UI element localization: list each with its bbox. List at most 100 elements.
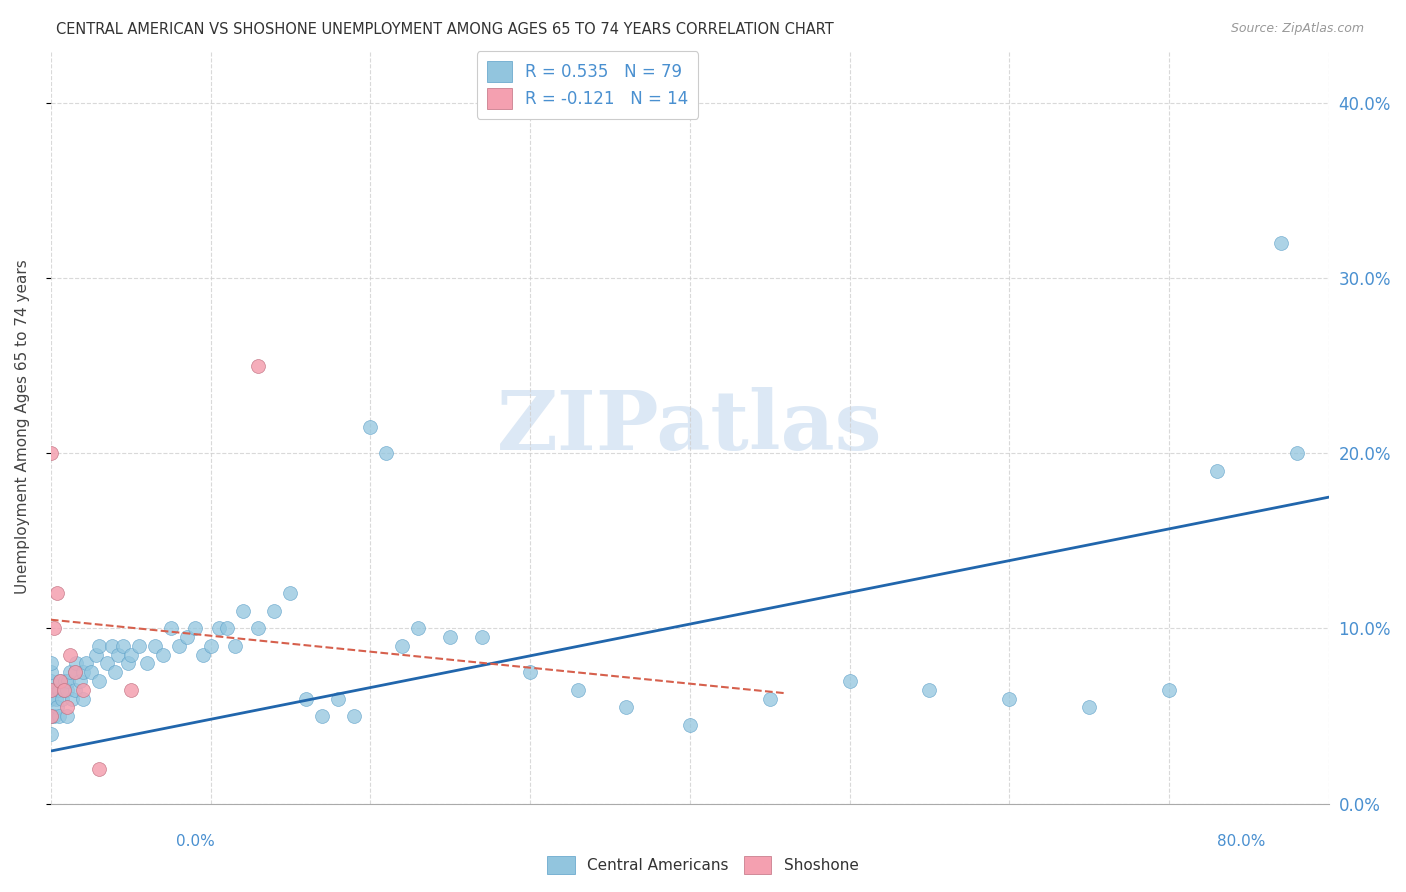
Point: [72, 691, 94, 706]
Point: [87, 639, 110, 653]
Text: ZIPatlas: ZIPatlas: [498, 387, 883, 467]
Point: [60, 691, 83, 706]
Point: [247, 359, 270, 373]
Point: [117, 657, 139, 671]
Point: [65, 657, 87, 671]
Point: [215, 622, 238, 636]
Point: [183, 622, 205, 636]
Point: [53, 673, 76, 688]
Point: [48, 709, 70, 723]
Point: [46, 700, 69, 714]
Y-axis label: Unemployment Among Ages 65 to 74 years: Unemployment Among Ages 65 to 74 years: [15, 260, 30, 594]
Point: [439, 630, 461, 644]
Point: [311, 709, 333, 723]
Point: [39, 657, 62, 671]
Point: [567, 682, 589, 697]
Point: [998, 691, 1021, 706]
Point: [167, 639, 190, 653]
Point: [207, 622, 229, 636]
Point: [96, 657, 118, 671]
Point: [159, 622, 181, 636]
Point: [39, 682, 62, 697]
Point: [1270, 236, 1292, 251]
Point: [39, 673, 62, 688]
Point: [128, 639, 150, 653]
Point: [52, 682, 75, 697]
Point: [39, 665, 62, 680]
Point: [48, 682, 70, 697]
Point: [56, 682, 79, 697]
Point: [107, 648, 129, 662]
Point: [42, 709, 65, 723]
Point: [247, 622, 270, 636]
Point: [1078, 700, 1101, 714]
Point: [104, 665, 127, 680]
Point: [100, 639, 122, 653]
Point: [176, 630, 198, 644]
Point: [39, 709, 62, 723]
Point: [59, 665, 82, 680]
Text: 0.0%: 0.0%: [176, 834, 215, 849]
Point: [39, 726, 62, 740]
Point: [200, 639, 222, 653]
Point: [87, 762, 110, 776]
Text: CENTRAL AMERICAN VS SHOSHONE UNEMPLOYMENT AMONG AGES 65 TO 74 YEARS CORRELATION : CENTRAL AMERICAN VS SHOSHONE UNEMPLOYMEN…: [56, 22, 834, 37]
Point: [135, 657, 157, 671]
Point: [1157, 682, 1180, 697]
Point: [1206, 464, 1229, 478]
Legend: R = 0.535   N = 79, R = -0.121   N = 14: R = 0.535 N = 79, R = -0.121 N = 14: [477, 52, 699, 119]
Point: [87, 673, 110, 688]
Point: [39, 709, 62, 723]
Point: [295, 691, 318, 706]
Point: [191, 648, 214, 662]
Point: [69, 673, 91, 688]
Point: [391, 639, 413, 653]
Point: [143, 639, 166, 653]
Text: Source: ZipAtlas.com: Source: ZipAtlas.com: [1230, 22, 1364, 36]
Point: [75, 657, 97, 671]
Point: [39, 446, 62, 460]
Point: [1285, 446, 1308, 460]
Point: [39, 682, 62, 697]
Point: [56, 700, 79, 714]
Point: [46, 586, 69, 600]
Point: [72, 682, 94, 697]
Point: [59, 648, 82, 662]
Point: [406, 622, 429, 636]
Point: [63, 682, 86, 697]
Point: [758, 691, 780, 706]
Point: [679, 718, 702, 732]
Point: [84, 648, 107, 662]
Point: [111, 639, 134, 653]
Point: [42, 622, 65, 636]
Legend: Central Americans, Shoshone: Central Americans, Shoshone: [541, 850, 865, 880]
Point: [63, 665, 86, 680]
Point: [918, 682, 941, 697]
Point: [224, 639, 246, 653]
Point: [52, 682, 75, 697]
Point: [49, 673, 72, 688]
Point: [39, 691, 62, 706]
Point: [838, 673, 860, 688]
Point: [120, 648, 142, 662]
Point: [56, 709, 79, 723]
Point: [263, 604, 285, 618]
Point: [63, 665, 86, 680]
Point: [80, 665, 103, 680]
Point: [375, 446, 398, 460]
Point: [152, 648, 174, 662]
Point: [49, 673, 72, 688]
Point: [519, 665, 541, 680]
Point: [328, 691, 350, 706]
Point: [280, 586, 302, 600]
Point: [231, 604, 253, 618]
Point: [343, 709, 366, 723]
Point: [72, 665, 94, 680]
Point: [120, 682, 142, 697]
Point: [359, 420, 381, 434]
Point: [614, 700, 637, 714]
Point: [58, 673, 80, 688]
Point: [471, 630, 494, 644]
Point: [45, 691, 67, 706]
Text: 80.0%: 80.0%: [1218, 834, 1265, 849]
